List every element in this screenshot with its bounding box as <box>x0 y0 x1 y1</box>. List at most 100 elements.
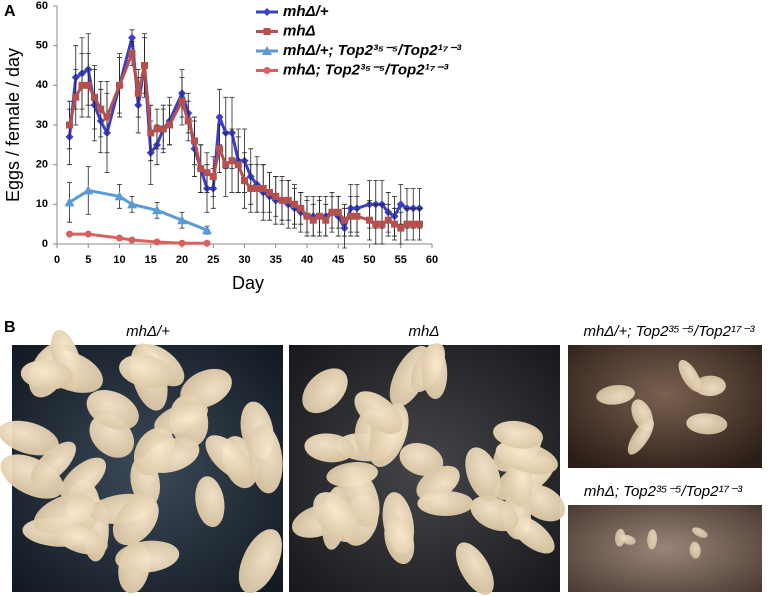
egg <box>30 441 76 486</box>
marker <box>184 117 192 125</box>
marker <box>203 239 211 247</box>
marker <box>66 230 73 238</box>
y-tick-label: 40 <box>36 79 48 91</box>
egg <box>33 493 95 534</box>
marker <box>83 185 94 195</box>
marker <box>384 216 392 224</box>
marker <box>153 125 161 133</box>
marker <box>372 220 380 228</box>
y-tick-label: 0 <box>42 238 48 250</box>
egg <box>115 540 180 573</box>
egg <box>0 420 59 456</box>
egg <box>693 375 726 397</box>
marker <box>328 208 336 216</box>
panel-label: A <box>4 3 16 20</box>
marker <box>284 196 292 204</box>
marker <box>64 197 75 207</box>
marker <box>116 234 123 242</box>
marker <box>297 204 305 212</box>
egg <box>493 420 544 449</box>
marker <box>128 50 136 58</box>
marker <box>191 137 198 145</box>
marker <box>216 145 223 153</box>
marker <box>177 215 187 225</box>
marker <box>153 238 161 246</box>
marker <box>259 184 267 192</box>
marker <box>291 200 298 208</box>
marker <box>303 212 311 220</box>
egg <box>205 435 253 481</box>
x-tick-label: 30 <box>238 254 250 266</box>
egg <box>313 492 360 543</box>
egg <box>520 484 566 522</box>
x-tick-label: 25 <box>207 254 219 266</box>
marker <box>309 216 317 224</box>
y-tick-label: 50 <box>36 40 48 52</box>
x-tick-label: 5 <box>85 254 91 266</box>
marker <box>416 220 423 228</box>
egg <box>686 413 728 435</box>
marker <box>197 165 205 173</box>
y-tick-label: 30 <box>36 119 48 131</box>
egg <box>384 516 415 565</box>
egg <box>399 443 444 476</box>
marker <box>116 81 123 89</box>
marker <box>202 225 212 235</box>
egg <box>195 476 225 528</box>
marker <box>316 212 323 220</box>
egg <box>647 529 658 550</box>
marker <box>234 161 242 169</box>
marker <box>253 184 261 192</box>
y-tick-label: 10 <box>36 198 48 210</box>
egg <box>238 529 282 594</box>
panel-label: B <box>4 319 16 336</box>
legend-label: mhΔ/+; Top2³⁵⁻⁵/Top2¹⁷⁻³ <box>283 42 462 59</box>
x-tick-label: 15 <box>145 254 157 266</box>
marker <box>247 184 255 192</box>
egg <box>678 359 702 392</box>
egg <box>495 441 558 475</box>
egg <box>57 525 108 555</box>
marker <box>272 192 280 200</box>
x-tick-label: 45 <box>332 254 344 266</box>
x-tick-label: 20 <box>176 254 188 266</box>
egg <box>119 354 174 388</box>
marker <box>152 205 162 215</box>
marker <box>178 239 186 247</box>
egg <box>417 490 474 516</box>
marker <box>403 220 411 228</box>
egg <box>112 495 159 546</box>
egg <box>302 368 348 414</box>
marker <box>322 216 330 224</box>
egg <box>354 391 403 435</box>
egg <box>304 433 355 463</box>
egg <box>133 427 175 476</box>
image-caption: mhΔ; Top2³⁵⁻⁵/Top2¹⁷⁻³ <box>584 483 743 500</box>
marker <box>366 216 373 224</box>
marker <box>134 89 142 97</box>
marker <box>84 230 92 238</box>
marker <box>391 220 398 228</box>
x-tick-label: 35 <box>270 254 282 266</box>
marker <box>241 177 248 185</box>
marker <box>72 93 80 101</box>
marker <box>103 113 111 121</box>
marker <box>263 28 271 35</box>
marker <box>203 169 211 177</box>
marker <box>128 33 136 42</box>
y-tick-label: 60 <box>36 0 48 12</box>
marker <box>166 121 173 129</box>
y-tick-label: 20 <box>36 159 48 171</box>
marker <box>141 62 148 69</box>
marker <box>127 199 137 209</box>
x-tick-label: 50 <box>363 254 375 266</box>
marker <box>263 67 271 74</box>
egg <box>692 527 708 538</box>
egg <box>615 528 626 547</box>
marker <box>396 200 405 209</box>
photos <box>0 329 762 595</box>
marker <box>159 125 167 133</box>
marker <box>353 212 361 220</box>
x-tick-label: 60 <box>426 254 438 266</box>
marker <box>84 81 92 89</box>
